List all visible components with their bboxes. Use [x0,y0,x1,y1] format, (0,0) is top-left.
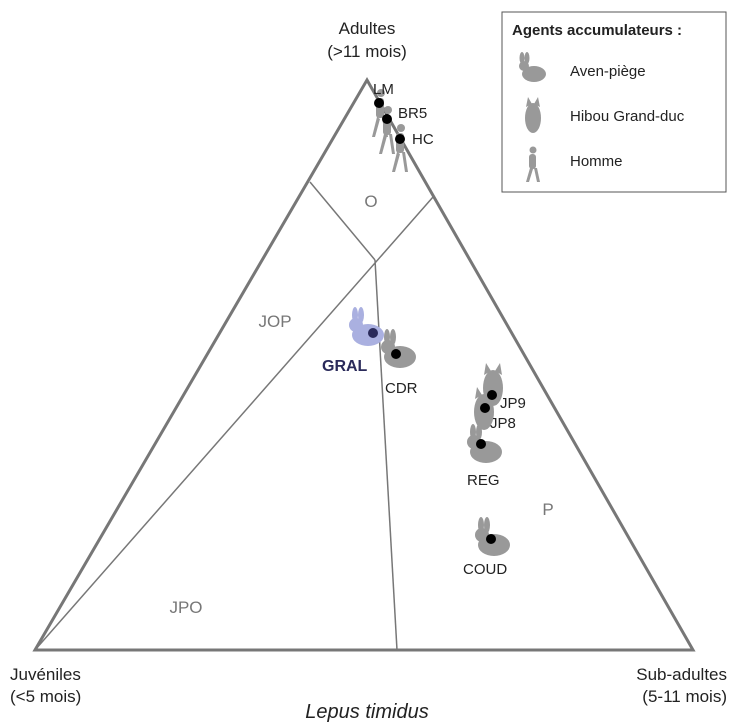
site-label: GRAL [322,358,368,375]
legend-item: Aven-piège [570,63,646,80]
vertex-label: Adultes [339,19,396,38]
zone-label: O [364,192,377,211]
site-label: CDR [385,380,418,397]
zone-border [34,196,434,651]
legend: Agents accumulateurs : Aven-piège Hibou … [501,11,727,193]
zone-label: P [542,500,553,519]
zone-label: JPO [169,598,202,617]
triangle [32,76,696,652]
zone-border [309,181,376,261]
site-label: LM [373,81,394,98]
site-label: COUD [463,561,507,578]
site-label: JP9 [500,395,526,412]
caption: Lepus timidus [305,701,428,722]
vertex-label: Sub-adultes [636,665,727,684]
legend-item: Homme [570,153,623,170]
zone-border [374,259,398,651]
zone-label: JOP [258,312,291,331]
site-label: JP8 [490,415,516,432]
vertex-range: (>11 mois) [327,42,407,61]
site-points [368,98,497,544]
legend-title: Agents accumulateurs : [512,22,682,39]
legend-item: Hibou Grand-duc [570,108,685,125]
site-label: HC [412,131,434,148]
vertex-range: (5-11 mois) [642,687,727,706]
site-label: BR5 [398,105,427,122]
vertex-label: Juvéniles [10,665,81,684]
vertex-range: (<5 mois) [10,687,81,706]
rabbit-icon [349,307,510,556]
site-label: REG [467,472,500,489]
